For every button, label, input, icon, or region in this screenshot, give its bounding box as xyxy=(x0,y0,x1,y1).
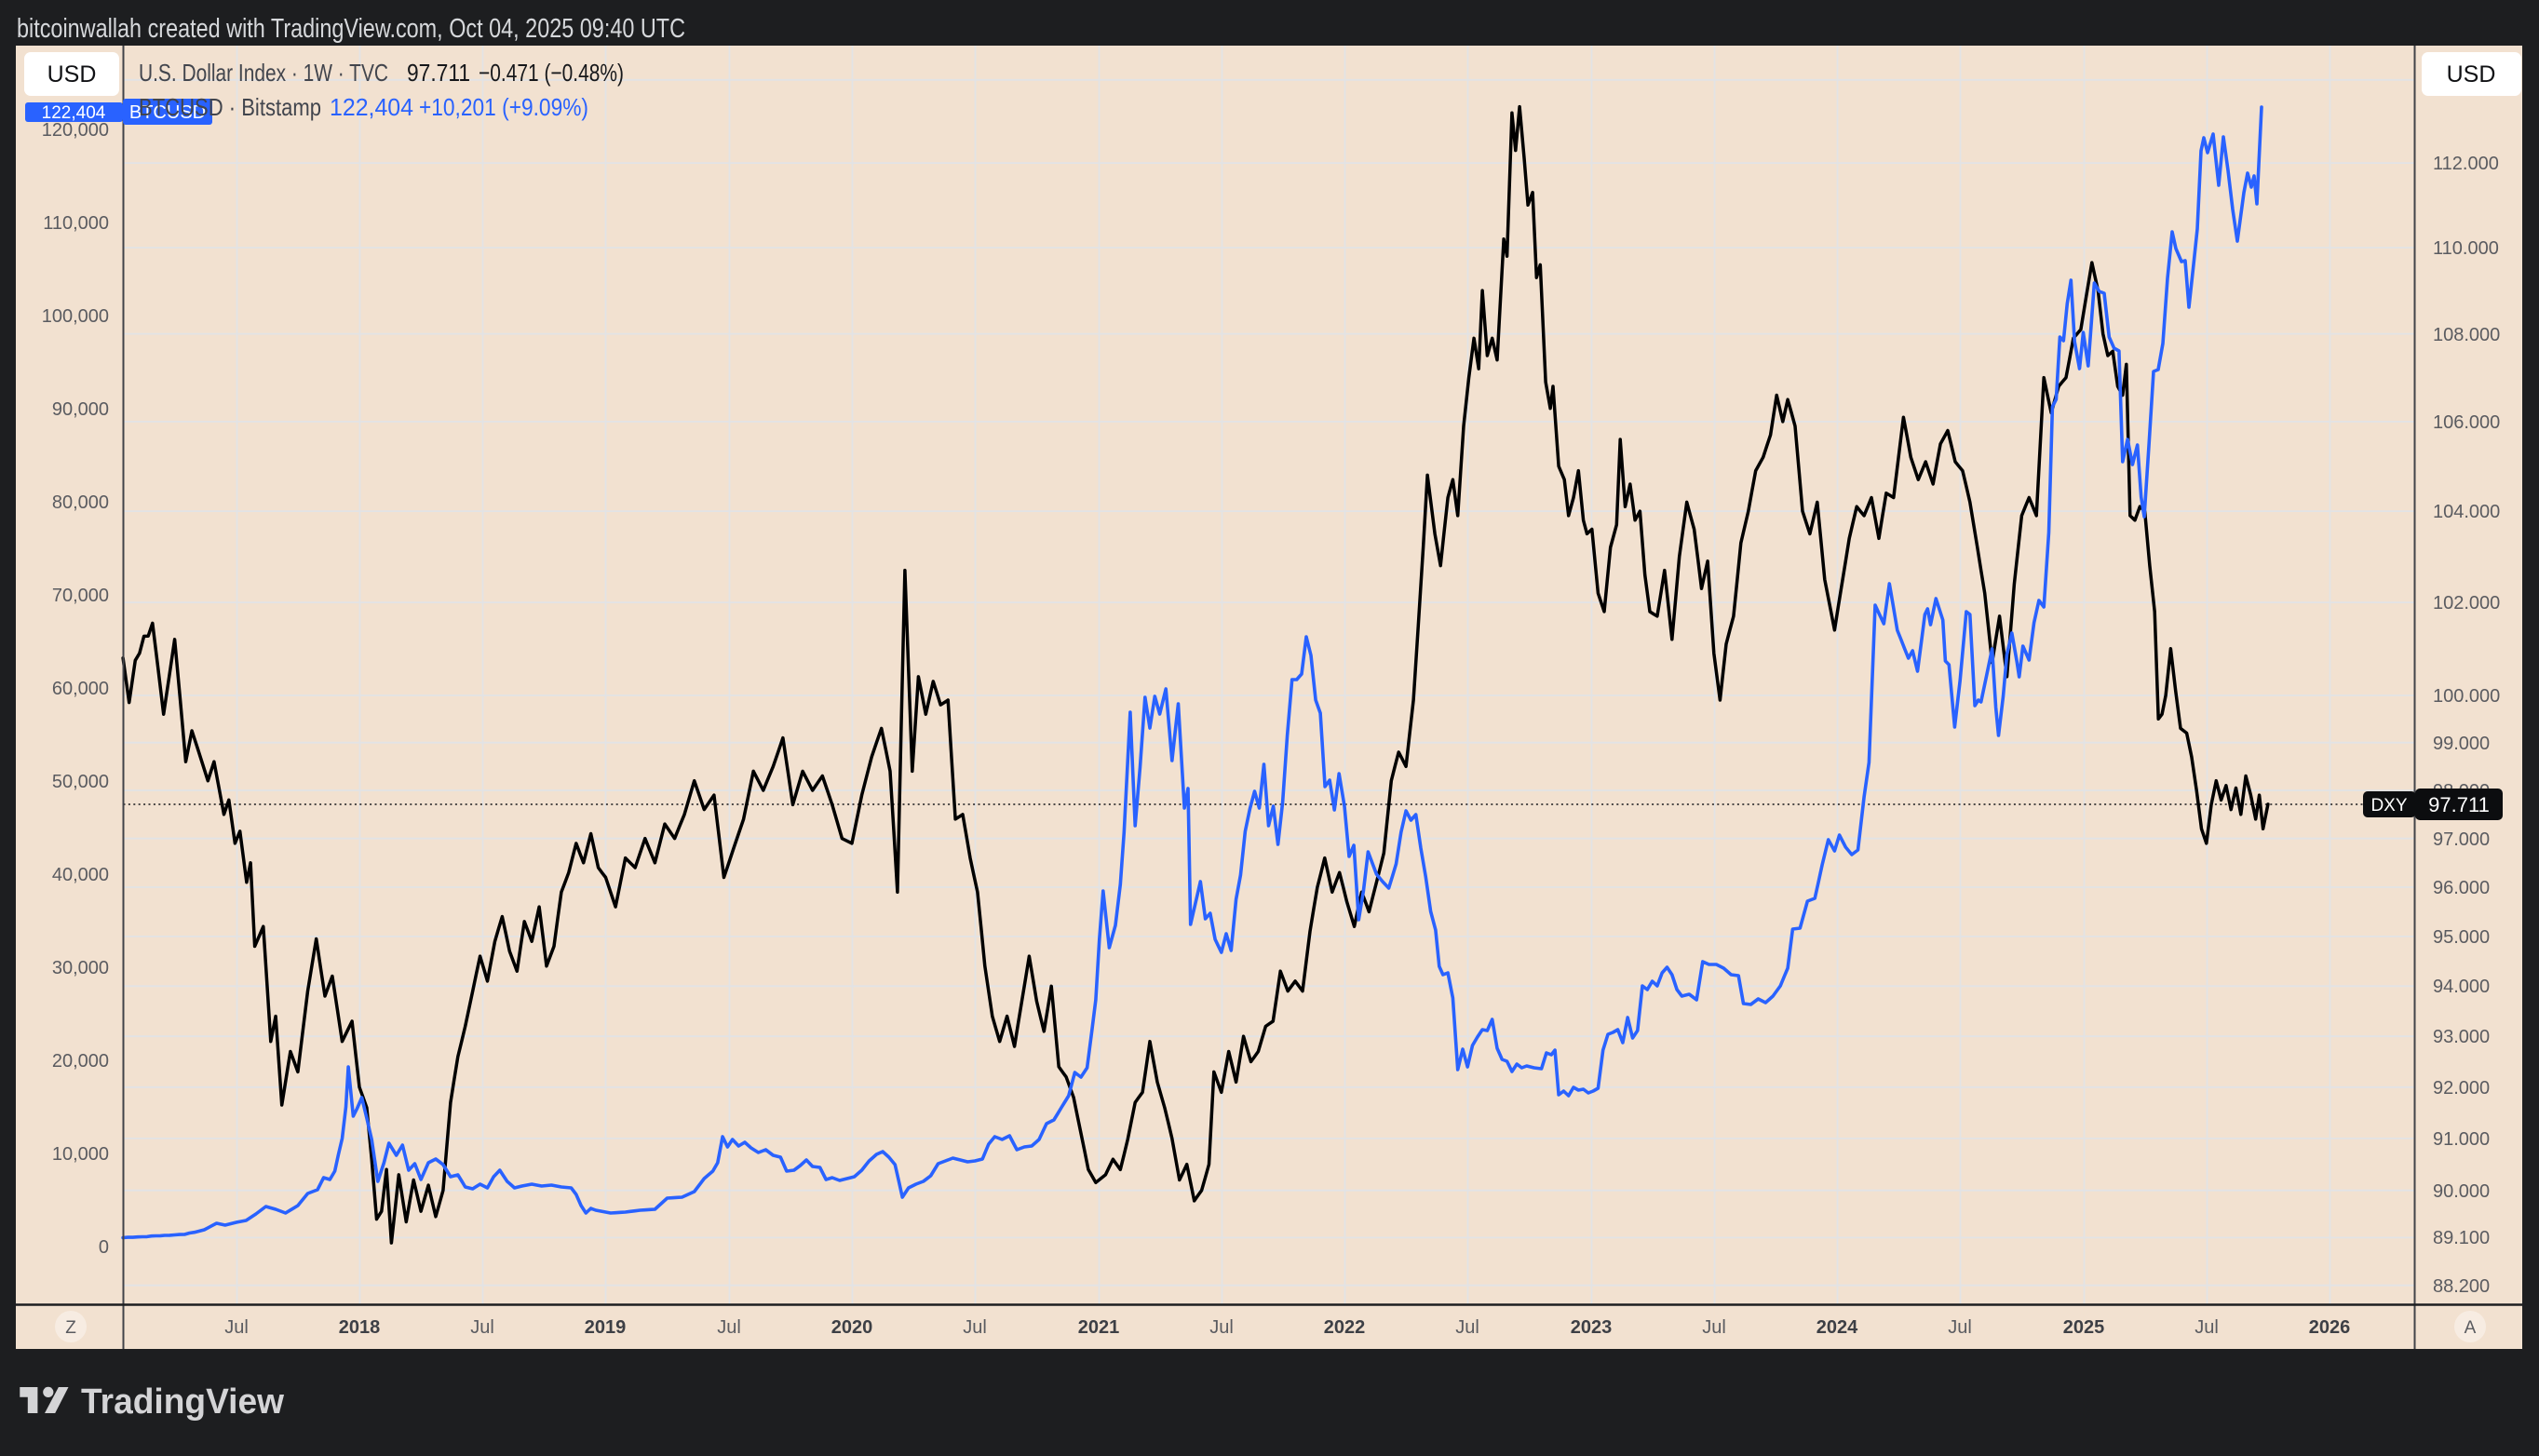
svg-text:Z: Z xyxy=(65,1318,76,1338)
svg-text:95.000: 95.000 xyxy=(2433,927,2490,948)
svg-text:Jul: Jul xyxy=(470,1317,494,1338)
svg-text:Jul: Jul xyxy=(1209,1317,1234,1338)
svg-text:50,000: 50,000 xyxy=(52,772,109,792)
svg-text:90.000: 90.000 xyxy=(2433,1181,2490,1202)
svg-text:Jul: Jul xyxy=(717,1317,741,1338)
svg-text:USD: USD xyxy=(47,61,97,88)
svg-text:Jul: Jul xyxy=(2195,1317,2219,1338)
svg-text:TradingView: TradingView xyxy=(81,1382,284,1422)
svg-text:2025: 2025 xyxy=(2063,1317,2105,1338)
svg-text:BTCUSD: BTCUSD xyxy=(129,102,206,123)
svg-text:2024: 2024 xyxy=(1816,1317,1858,1338)
svg-text:122,404: 122,404 xyxy=(330,93,413,121)
svg-text:bitcoinwallah created with Tra: bitcoinwallah created with TradingView.c… xyxy=(17,14,685,44)
svg-text:2021: 2021 xyxy=(1078,1317,1120,1338)
svg-text:108.000: 108.000 xyxy=(2433,325,2500,345)
svg-text:102.000: 102.000 xyxy=(2433,593,2500,613)
svg-text:USD: USD xyxy=(2447,61,2496,88)
svg-text:112.000: 112.000 xyxy=(2433,154,2499,174)
svg-text:100.000: 100.000 xyxy=(2433,686,2500,707)
svg-text:94.000: 94.000 xyxy=(2433,977,2490,997)
svg-text:−0.471 (−0.48%): −0.471 (−0.48%) xyxy=(479,59,624,87)
svg-text:2019: 2019 xyxy=(585,1317,627,1338)
svg-text:70,000: 70,000 xyxy=(52,586,109,606)
svg-text:91.000: 91.000 xyxy=(2433,1129,2490,1150)
svg-text:92.000: 92.000 xyxy=(2433,1078,2490,1099)
svg-text:10,000: 10,000 xyxy=(52,1144,109,1165)
svg-text:40,000: 40,000 xyxy=(52,865,109,885)
svg-text:A: A xyxy=(2465,1318,2477,1338)
svg-text:2023: 2023 xyxy=(1571,1317,1613,1338)
svg-text:20,000: 20,000 xyxy=(52,1051,109,1072)
svg-text:106.000: 106.000 xyxy=(2433,412,2500,433)
svg-text:90,000: 90,000 xyxy=(52,399,109,420)
svg-text:88.200: 88.200 xyxy=(2433,1276,2490,1297)
svg-text:97.711: 97.711 xyxy=(407,59,470,87)
svg-text:Jul: Jul xyxy=(224,1317,249,1338)
svg-text:Jul: Jul xyxy=(1948,1317,1972,1338)
svg-text:0: 0 xyxy=(99,1237,109,1258)
svg-text:97.000: 97.000 xyxy=(2433,829,2490,850)
svg-text:110,000: 110,000 xyxy=(43,213,109,234)
svg-text:96.000: 96.000 xyxy=(2433,878,2490,898)
svg-text:BTCUSD · Bitstamp: BTCUSD · Bitstamp xyxy=(139,93,321,121)
svg-text:Jul: Jul xyxy=(1455,1317,1479,1338)
svg-text:30,000: 30,000 xyxy=(52,958,109,978)
svg-text:120,000: 120,000 xyxy=(42,120,109,141)
svg-text:80,000: 80,000 xyxy=(52,492,109,513)
svg-text:Jul: Jul xyxy=(963,1317,987,1338)
svg-text:89.100: 89.100 xyxy=(2433,1228,2490,1248)
svg-text:60,000: 60,000 xyxy=(52,679,109,699)
svg-text:2020: 2020 xyxy=(831,1317,873,1338)
svg-text:99.000: 99.000 xyxy=(2433,734,2490,754)
svg-text:2026: 2026 xyxy=(2309,1317,2351,1338)
svg-text:DXY: DXY xyxy=(2370,796,2407,816)
svg-text:+10,201 (+9.09%): +10,201 (+9.09%) xyxy=(419,93,588,121)
svg-text:93.000: 93.000 xyxy=(2433,1027,2490,1047)
svg-text:110.000: 110.000 xyxy=(2433,238,2499,259)
svg-text:U.S. Dollar Index · 1W · TVC: U.S. Dollar Index · 1W · TVC xyxy=(139,59,388,87)
svg-text:2022: 2022 xyxy=(1324,1317,1366,1338)
svg-text:122,404: 122,404 xyxy=(42,103,106,123)
svg-text:100,000: 100,000 xyxy=(42,306,109,327)
svg-text:97.711: 97.711 xyxy=(2428,793,2490,816)
svg-text:Jul: Jul xyxy=(1702,1317,1726,1338)
svg-text:104.000: 104.000 xyxy=(2433,502,2500,522)
svg-text:2018: 2018 xyxy=(339,1317,381,1338)
